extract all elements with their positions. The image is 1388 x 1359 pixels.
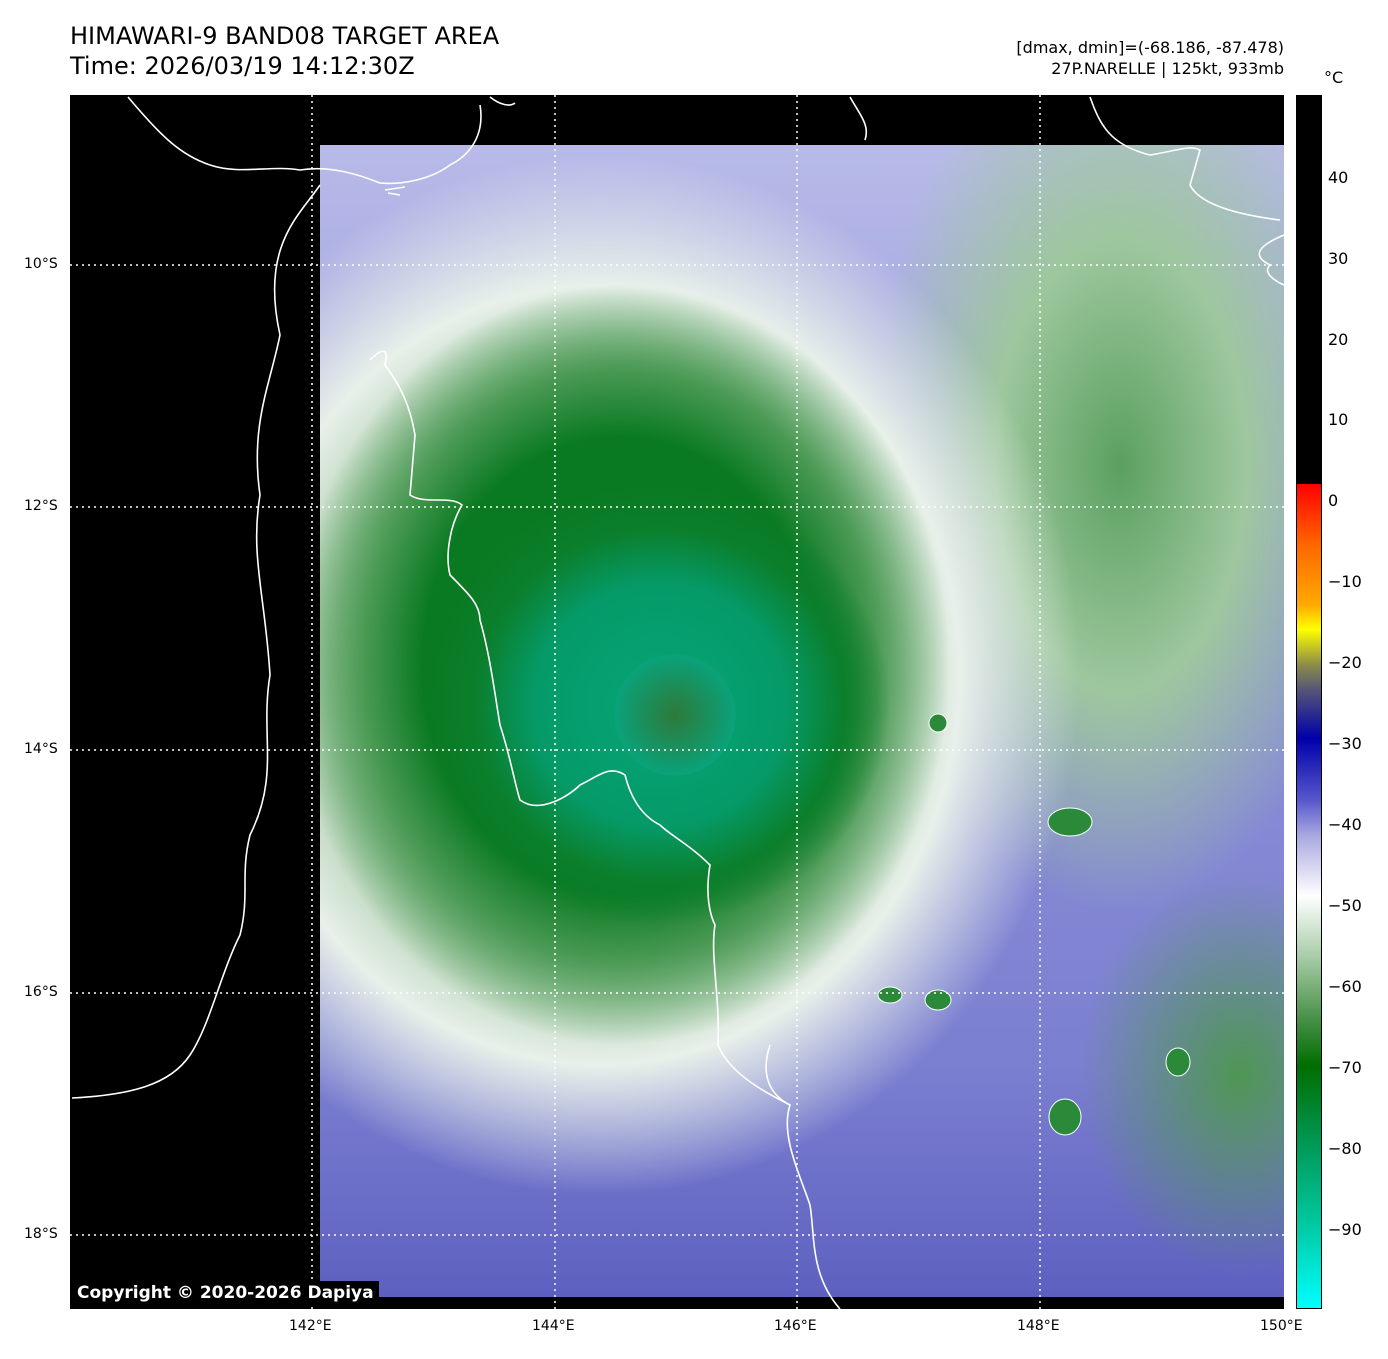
lat-label: 16°S	[24, 984, 58, 1000]
colorbar-tick: −50	[1328, 896, 1362, 915]
colorbar	[1296, 95, 1322, 1309]
colorbar-unit: °C	[1324, 68, 1344, 87]
lat-label: 12°S	[24, 498, 58, 514]
colorbar-tick: 10	[1328, 410, 1349, 429]
colorbar-tick: 0	[1328, 491, 1339, 510]
islands	[877, 713, 1191, 1136]
coastline	[71, 96, 1284, 1309]
satellite-imagery	[320, 145, 1284, 1297]
colorbar-tick: −10	[1328, 572, 1362, 591]
colorbar-tick: −80	[1328, 1139, 1362, 1158]
chart-title: HIMAWARI-9 BAND08 TARGET AREA	[70, 22, 500, 50]
colorbar-tick: −30	[1328, 734, 1362, 753]
colorbar-tick: 40	[1328, 168, 1349, 187]
colorbar-tick: −70	[1328, 1058, 1362, 1077]
lon-label: 148°E	[1017, 1318, 1060, 1334]
timestamp: Time: 2026/03/19 14:12:30Z	[70, 52, 415, 80]
copyright-label: Copyright © 2020-2026 Dapiya	[72, 1281, 379, 1306]
colorbar-tick: 30	[1328, 249, 1349, 268]
colorbar-tick: −60	[1328, 977, 1362, 996]
satellite-map	[70, 95, 1284, 1309]
lon-label: 144°E	[532, 1318, 575, 1334]
colorbar-tick: −20	[1328, 653, 1362, 672]
colorbar-tick: 20	[1328, 330, 1349, 349]
lat-label: 18°S	[24, 1226, 58, 1242]
map-overlay	[70, 95, 1284, 1309]
temperature-range: [dmax, dmin]=(-68.186, -87.478)	[1016, 38, 1284, 57]
lon-label: 146°E	[774, 1318, 817, 1334]
lat-label: 10°S	[24, 256, 58, 272]
storm-info: 27P.NARELLE | 125kt, 933mb	[1051, 59, 1284, 78]
lon-label: 142°E	[289, 1318, 332, 1334]
lon-label: 150°E	[1260, 1318, 1303, 1334]
gridlines	[70, 95, 1284, 1309]
colorbar-tick: −40	[1328, 815, 1362, 834]
colorbar-tick: −90	[1328, 1220, 1362, 1239]
lat-label: 14°S	[24, 741, 58, 757]
